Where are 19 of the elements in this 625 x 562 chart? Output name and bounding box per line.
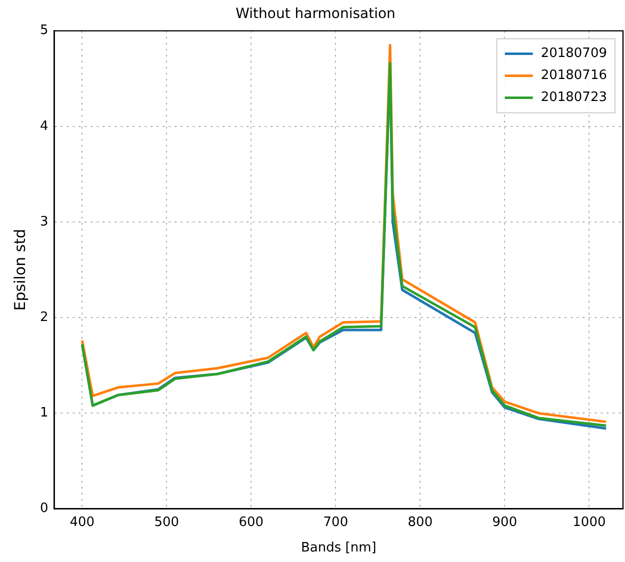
chart-title: Without harmonisation [236, 6, 396, 22]
x-tick-label: 700 [323, 514, 348, 530]
y-tick-label: 1 [40, 406, 48, 421]
x-tick-label: 500 [154, 514, 180, 530]
y-tick-label: 5 [40, 23, 48, 38]
x-axis-title: Bands [nm] [300, 540, 376, 556]
y-tick-label: 0 [40, 501, 48, 516]
legend-label: 20180709 [540, 46, 608, 62]
y-tick-label: 2 [40, 310, 48, 325]
x-tick-label: 800 [408, 514, 433, 530]
legend-label: 20180723 [540, 90, 608, 106]
x-tick-label: 400 [70, 514, 95, 530]
y-tick-label: 4 [40, 118, 48, 134]
y-axis-title: Epsilon std [10, 228, 29, 311]
legend-label: 20180716 [540, 68, 608, 84]
x-tick-label: 900 [492, 514, 518, 530]
x-tick-label: 1000 [572, 514, 606, 530]
x-tick-label: 600 [238, 514, 264, 530]
y-tick-label: 3 [40, 214, 48, 230]
